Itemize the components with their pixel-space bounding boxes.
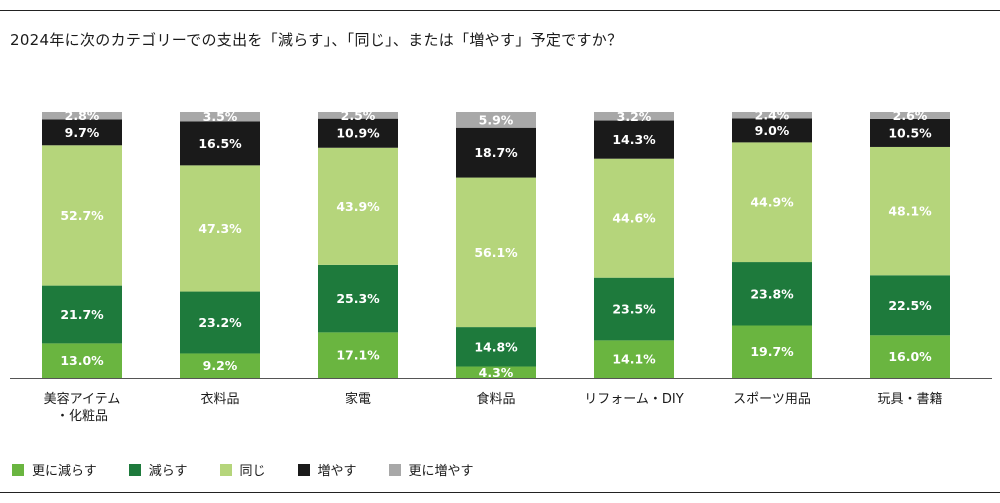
- legend: 更に減らす 減らす 同じ 増やす 更に増やす: [12, 460, 506, 479]
- bar-segment: [732, 142, 812, 263]
- bar-segment: [870, 335, 950, 378]
- bar-segment: [42, 112, 122, 120]
- bar-segment: [870, 275, 950, 336]
- data-label: 9.0%: [755, 123, 790, 138]
- bar-segment: [594, 277, 674, 341]
- data-label: 2.8%: [65, 108, 100, 123]
- data-label: 10.9%: [336, 126, 380, 141]
- data-label: 3.5%: [203, 109, 238, 124]
- data-label: 19.7%: [750, 344, 794, 359]
- data-label: 2.4%: [755, 108, 790, 123]
- data-label: 25.3%: [336, 291, 380, 306]
- bar-segment: [318, 147, 398, 265]
- data-label: 16.0%: [888, 349, 932, 364]
- bar-segment: [732, 112, 812, 119]
- bar-segment: [870, 146, 950, 276]
- bar-segment: [42, 119, 122, 146]
- bar-segment: [180, 121, 260, 166]
- bar-segment: [42, 343, 122, 378]
- bar-segment: [870, 112, 950, 119]
- bar-segment: [732, 325, 812, 378]
- data-label: 14.8%: [474, 339, 518, 354]
- legend-swatch: [128, 463, 141, 476]
- bar-segment: [456, 112, 536, 128]
- bar-segment: [180, 112, 260, 122]
- legend-swatch: [12, 463, 24, 476]
- bar-segment: [42, 145, 122, 286]
- bar-segment: [180, 165, 260, 292]
- data-label: 9.7%: [65, 125, 100, 140]
- legend-label: 同じ: [239, 464, 266, 479]
- data-label: 52.7%: [60, 208, 104, 223]
- bar-segment: [318, 112, 398, 119]
- data-label: 56.1%: [474, 245, 518, 260]
- category-label: 美容アイテム: [44, 391, 121, 407]
- data-label: 14.3%: [612, 132, 656, 147]
- data-label: 16.5%: [198, 136, 242, 151]
- legend-label: 増やす: [317, 464, 357, 479]
- chart-title: 2024年に次のカテゴリーでの支出を「減らす」、「同じ」、または「増やす」予定で…: [10, 31, 623, 49]
- data-label: 10.5%: [888, 125, 932, 140]
- legend-item: 更に減らす: [12, 460, 97, 479]
- legend-item: 同じ: [219, 460, 266, 479]
- bar-segment: [732, 118, 812, 143]
- data-label: 23.5%: [612, 302, 656, 317]
- bar-segment: [456, 177, 536, 328]
- category-label: 家電: [345, 391, 371, 407]
- bar-segment: [870, 118, 950, 147]
- legend-swatch: [297, 463, 310, 476]
- bar-segment: [594, 158, 674, 278]
- data-label: 2.6%: [893, 108, 928, 123]
- data-label: 9.2%: [203, 358, 238, 373]
- bar-segment: [318, 264, 398, 333]
- data-label: 43.9%: [336, 199, 380, 214]
- bar-segment: [594, 120, 674, 159]
- category-label: 衣料品: [200, 391, 239, 407]
- data-label: 17.1%: [336, 348, 380, 363]
- bottom-rule: [0, 492, 1000, 493]
- bar-segment: [42, 285, 122, 344]
- bar-segment: [180, 291, 260, 354]
- bar-segment: [318, 332, 398, 378]
- bar-segment: [456, 327, 536, 367]
- data-label: 3.2%: [617, 109, 652, 124]
- legend-item: 増やす: [297, 460, 357, 479]
- top-rule: [0, 10, 1000, 11]
- data-label: 44.9%: [750, 195, 794, 210]
- legend-item: 更に増やす: [388, 460, 474, 479]
- legend-swatch: [219, 463, 232, 476]
- category-label: スポーツ用品: [733, 392, 811, 407]
- data-label: 23.8%: [750, 286, 794, 301]
- data-label: 4.3%: [479, 365, 514, 380]
- category-label: 玩具・書籍: [877, 391, 942, 407]
- bar-segment: [456, 127, 536, 178]
- bar-segment: [594, 112, 674, 121]
- bar-segment: [456, 366, 536, 378]
- data-label: 2.5%: [341, 108, 376, 123]
- legend-label: 減らす: [148, 464, 188, 479]
- data-label: 44.6%: [612, 211, 656, 226]
- bar-segment: [732, 262, 812, 326]
- legend-label: 更に増やす: [408, 464, 474, 479]
- legend-item: 減らす: [128, 460, 188, 479]
- data-label: 5.9%: [479, 112, 514, 127]
- category-label: リフォーム・DIY: [584, 392, 683, 407]
- data-label: 18.7%: [474, 145, 518, 160]
- bar-segment: [318, 118, 398, 148]
- bar-segment: [180, 353, 260, 378]
- data-label: 23.2%: [198, 315, 242, 330]
- legend-swatch: [388, 463, 401, 476]
- data-label: 48.1%: [888, 204, 932, 219]
- category-label: 食料品: [476, 391, 515, 407]
- data-label: 21.7%: [60, 307, 104, 322]
- data-label: 13.0%: [60, 353, 104, 368]
- data-label: 14.1%: [612, 352, 656, 367]
- category-label: ・化粧品: [56, 409, 108, 424]
- bar-segment: [594, 340, 674, 378]
- data-label: 47.3%: [198, 221, 242, 236]
- legend-label: 更に減らす: [32, 464, 97, 479]
- data-label: 22.5%: [888, 298, 932, 313]
